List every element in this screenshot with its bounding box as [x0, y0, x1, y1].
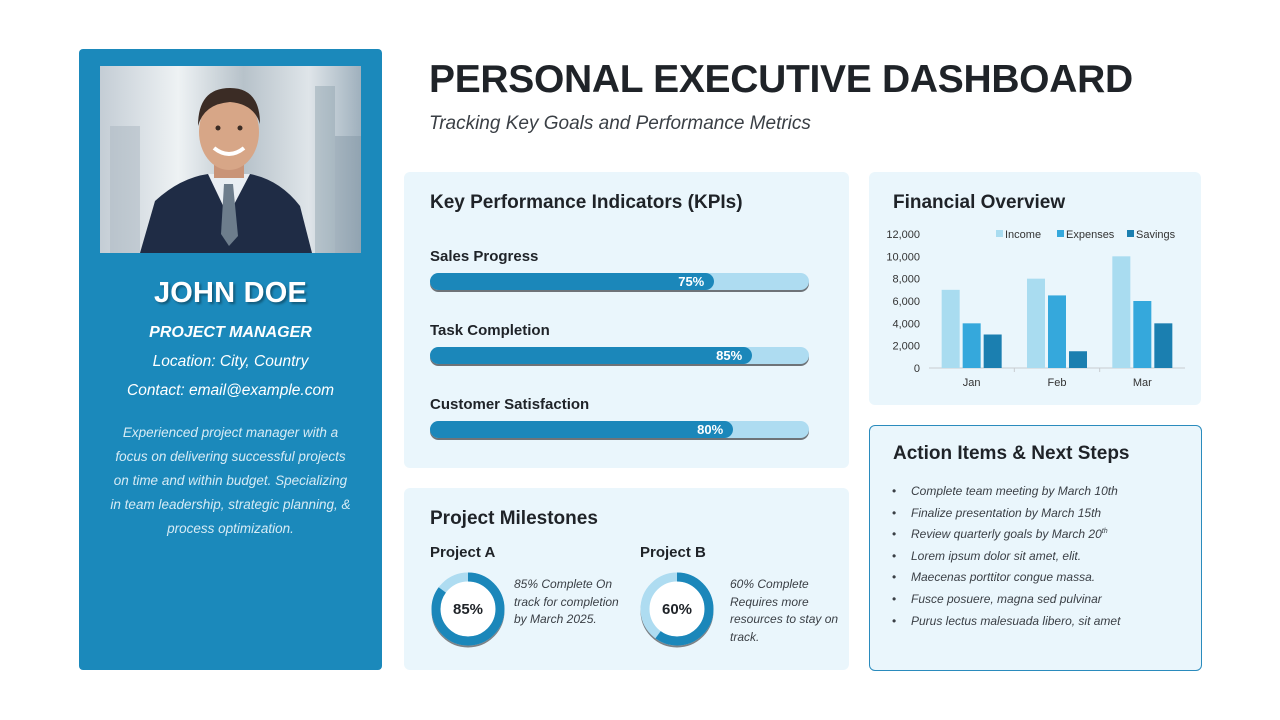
profile-name: JOHN DOE — [153, 277, 308, 309]
kpi-bar-sales: 75% — [430, 273, 809, 290]
y-tick-label: 10,000 — [886, 251, 920, 263]
action-item: Fusce posuere, magna sed pulvinar — [892, 589, 1120, 611]
project-b-name: Project B — [640, 544, 706, 561]
y-tick-label: 0 — [914, 363, 920, 375]
project-b-ring: 60% — [639, 572, 715, 650]
ring-progress-arc — [431, 572, 505, 646]
financial-panel: Financial Overview 0 2,000 4,000 6,000 8,000… — [869, 172, 1201, 405]
financial-panel-title: Financial Overview — [893, 192, 1066, 213]
action-items-title: Action Items & Next Steps — [893, 443, 1130, 464]
bar-savings-feb — [1069, 351, 1087, 368]
y-tick-label: 4,000 — [892, 318, 920, 330]
financial-chart: 0 2,000 4,000 6,000 8,000 10,000 12,000 Jan Feb M… — [886, 229, 1185, 389]
y-tick-label: 12,000 — [886, 229, 920, 241]
project-a-description: 85% Complete On track for completion by … — [514, 577, 619, 626]
action-item: Review quarterly goals by March 20th — [892, 524, 1120, 546]
y-tick-label: 6,000 — [892, 296, 920, 308]
action-item-superscript: th — [1101, 528, 1108, 536]
action-items-panel: Action Items & Next Steps Complete team … — [869, 425, 1202, 671]
action-item: Maecenas porttitor congue massa. — [892, 567, 1120, 589]
bar-income-feb — [1027, 278, 1045, 368]
bar-savings-mar — [1154, 323, 1173, 368]
project-b-percent: 60% — [661, 601, 693, 618]
profile-card: JOHN DOE PROJECT MANAGER Location: City,… — [79, 49, 382, 670]
project-b-description: 60% Complete Requires more resources to … — [730, 577, 839, 644]
y-tick-label: 8,000 — [892, 274, 920, 286]
action-item: Lorem ipsum dolor sit amet, elit. — [892, 546, 1120, 568]
x-tick-label: Feb — [1048, 377, 1067, 389]
profile-contact: Contact: email@example.com — [127, 382, 334, 399]
kpi-fill-satisfaction: 80% — [430, 421, 734, 438]
kpi-fill-tasks: 85% — [430, 347, 753, 364]
kpi-bar-satisfaction: 80% — [430, 421, 809, 438]
bar-income-mar — [1112, 256, 1131, 368]
bar-expenses-jan — [962, 323, 981, 368]
action-items-list: Complete team meeting by March 10th Fina… — [892, 481, 1120, 632]
legend-swatch-expenses — [1057, 230, 1064, 237]
profile-location: Location: City, Country — [152, 353, 309, 370]
legend-label-savings: Savings — [1136, 229, 1176, 241]
action-item: Complete team meeting by March 10th — [892, 481, 1120, 503]
action-item: Purus lectus malesuada libero, sit amet — [892, 611, 1120, 633]
bar-expenses-mar — [1133, 301, 1152, 368]
kpi-value-sales: 75% — [678, 274, 705, 289]
legend-label-income: Income — [1005, 229, 1041, 241]
x-tick-label: Jan — [963, 377, 981, 389]
action-item: Finalize presentation by March 15th — [892, 503, 1120, 525]
kpi-panel-title: Key Performance Indicators (KPIs) — [430, 192, 743, 213]
project-a-ring: 85% — [430, 572, 506, 650]
kpi-label-satisfaction: Customer Satisfaction — [430, 396, 590, 413]
page-subtitle: Tracking Key Goals and Performance Metri… — [429, 113, 811, 134]
bar-savings-jan — [983, 334, 1002, 368]
bar-income-jan — [941, 289, 960, 368]
milestones-panel-title: Project Milestones — [430, 508, 598, 529]
page-title: PERSONAL EXECUTIVE DASHBOARD — [429, 58, 1133, 101]
bar-expenses-feb — [1048, 295, 1066, 368]
project-a-name: Project A — [430, 544, 496, 561]
project-a-percent: 85% — [452, 601, 484, 618]
kpi-fill-sales: 75% — [430, 273, 715, 290]
profile-photo — [100, 66, 361, 253]
kpi-bar-tasks: 85% — [430, 347, 809, 364]
profile-bio: Experienced project manager with a focus… — [110, 425, 351, 536]
profile-role: PROJECT MANAGER — [149, 324, 312, 341]
legend-swatch-income — [996, 230, 1003, 237]
legend-swatch-savings — [1127, 230, 1134, 237]
kpi-value-satisfaction: 80% — [697, 422, 724, 437]
milestones-panel: Project Milestones Project A 85% 85% Com… — [404, 488, 849, 670]
kpi-label-tasks: Task Completion — [430, 322, 550, 339]
ring-progress-arc — [640, 572, 714, 646]
action-item-text: Review quarterly goals by March 20 — [911, 527, 1102, 542]
kpi-value-tasks: 85% — [716, 348, 743, 363]
legend-label-expenses: Expenses — [1066, 229, 1115, 241]
x-tick-label: Mar — [1133, 377, 1152, 389]
kpi-label-sales: Sales Progress — [430, 248, 539, 265]
y-tick-label: 2,000 — [892, 341, 920, 353]
kpi-panel: Key Performance Indicators (KPIs) Sales … — [404, 172, 849, 468]
